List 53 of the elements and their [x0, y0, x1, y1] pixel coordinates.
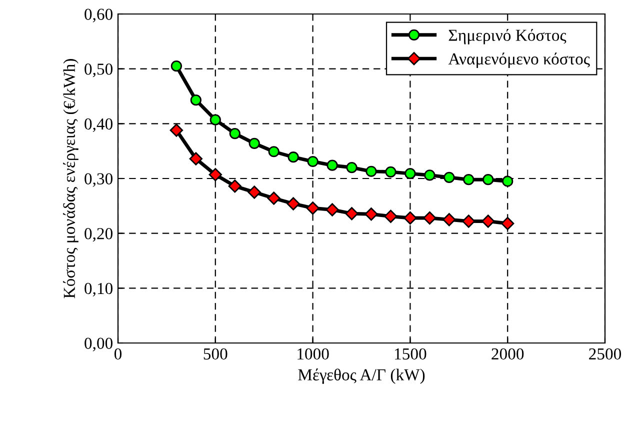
y-tick-label: 0,00 — [84, 338, 113, 352]
y-tick-label: 0,60 — [84, 8, 113, 22]
point — [482, 174, 494, 186]
x-tick-label: 2000 — [492, 348, 524, 360]
x-tick-label: 2500 — [589, 348, 622, 360]
y-tick-label: 0,10 — [84, 282, 113, 297]
point — [326, 160, 338, 171]
y-tick-label: 0,30 — [84, 173, 113, 187]
point — [228, 180, 242, 193]
y-tick-label: 0,20 — [84, 228, 113, 242]
x-tick-label: 0 — [114, 348, 122, 360]
point — [385, 166, 396, 178]
point — [286, 197, 300, 210]
point — [189, 152, 203, 166]
point — [229, 128, 240, 140]
point — [482, 214, 495, 228]
point — [288, 152, 299, 163]
point — [248, 186, 261, 199]
point — [404, 211, 417, 225]
point — [424, 170, 436, 181]
point — [190, 94, 202, 106]
point — [210, 114, 221, 126]
y-tick-label: 0,40 — [84, 118, 113, 132]
x-tick-label: 1000 — [298, 348, 329, 360]
legend-label: Αναμενόμενο κόστος — [448, 52, 590, 68]
x-tick-label: 1500 — [395, 348, 426, 360]
y-axis-title: Κόστος μονάδας ενέργειας (€/kWh) — [63, 59, 78, 298]
point — [366, 166, 377, 177]
point — [267, 192, 280, 205]
point — [364, 208, 378, 221]
point — [462, 214, 476, 228]
point — [268, 146, 280, 158]
point — [463, 174, 474, 186]
point — [248, 138, 260, 149]
point — [501, 216, 514, 230]
point — [502, 176, 514, 187]
point — [307, 156, 318, 168]
point — [170, 124, 184, 137]
point — [384, 210, 398, 223]
point — [306, 202, 320, 215]
legend-label: Σημερινό Κόστος — [448, 29, 566, 44]
point — [208, 168, 222, 182]
point — [326, 203, 339, 216]
point — [346, 162, 358, 174]
x-tick-label: 500 — [204, 348, 228, 360]
point — [423, 211, 436, 225]
point — [404, 168, 416, 180]
y-tick-label: 0,50 — [84, 64, 113, 78]
point — [444, 172, 455, 183]
x-axis-title: Μέγεθος Α/Γ (kW) — [298, 368, 425, 384]
point — [442, 213, 456, 226]
point — [345, 207, 358, 220]
point — [170, 60, 182, 72]
